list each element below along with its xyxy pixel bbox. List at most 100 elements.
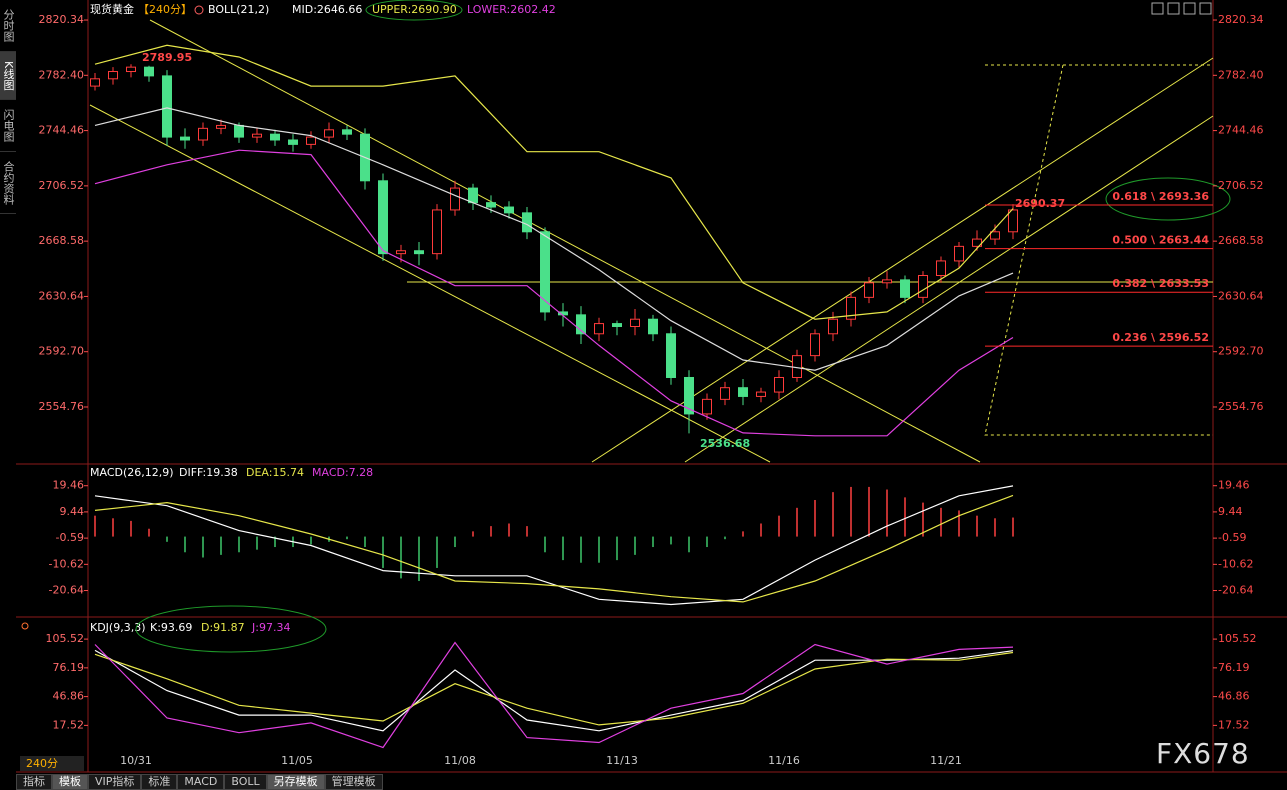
macd-diff: DIFF:19.38	[179, 466, 238, 479]
y-tick-label: 19.46	[53, 479, 85, 492]
indicator: BOLL(21,2)	[208, 3, 269, 16]
x-tick-label: 11/05	[281, 754, 313, 767]
settings-icon[interactable]	[21, 622, 29, 630]
candle-body	[1008, 209, 1018, 233]
candle-body	[216, 124, 226, 129]
y-tick-label: 2782.40	[1218, 68, 1264, 81]
candle-body	[450, 187, 460, 211]
y-tick-label: -0.59	[1218, 531, 1246, 544]
toolbar-tab[interactable]: 标准	[141, 774, 178, 790]
candle-body	[666, 333, 676, 378]
candle-body	[882, 279, 892, 284]
toolbar-tab[interactable]: BOLL	[224, 774, 267, 790]
upper-line	[94, 44, 1014, 320]
candle-body	[234, 124, 244, 138]
trend-line	[149, 19, 981, 463]
kdj-d: D:91.87	[201, 621, 245, 634]
y-tick-label: 105.52	[46, 632, 85, 645]
candle-body	[324, 129, 334, 138]
window-button[interactable]	[1167, 2, 1180, 15]
candle-body	[486, 202, 496, 208]
highlight-ellipse	[365, 0, 463, 21]
candle-body	[126, 66, 136, 73]
fib-label: 0.382 \ 2633.53	[1112, 277, 1209, 290]
y-tick-label: 105.52	[1218, 632, 1257, 645]
y-tick-label: 2630.64	[39, 289, 85, 302]
y-tick-label: 2668.58	[1218, 234, 1264, 247]
kdj-j: J:97.34	[251, 621, 290, 634]
toolbar-tab[interactable]: MACD	[177, 774, 225, 790]
period-selector[interactable]: 240分	[20, 756, 84, 771]
toolbar-tab[interactable]: VIP指标	[88, 774, 142, 790]
candle-body	[612, 323, 622, 327]
toolbar-tab[interactable]: 指标	[16, 774, 52, 790]
trend-line	[591, 57, 1214, 463]
candle-body	[288, 139, 298, 145]
high-label: 2789.95	[142, 51, 192, 64]
candle-body	[702, 398, 712, 415]
fib-label: 0.236 \ 2596.52	[1112, 331, 1209, 344]
kdj-name: KDJ(9,3,3)	[90, 621, 146, 634]
fib-label: 0.500 \ 2663.44	[1112, 234, 1209, 247]
sidebar-tab[interactable]: K线图	[0, 52, 16, 100]
candle-body	[576, 314, 586, 335]
candle-body	[342, 129, 352, 135]
candle-body	[720, 387, 730, 400]
window-button[interactable]	[1183, 2, 1196, 15]
y-tick-label: 19.46	[1218, 479, 1250, 492]
d-line	[94, 651, 1014, 726]
candle-body	[594, 323, 604, 335]
candle-body	[468, 187, 478, 204]
toolbar-tab[interactable]: 管理模板	[324, 774, 383, 790]
candle-body	[162, 75, 172, 138]
y-tick-label: 46.86	[53, 690, 85, 703]
y-tick-label: 2820.34	[1218, 13, 1264, 26]
toggle-icon[interactable]	[194, 5, 204, 15]
y-tick-label: -10.62	[1218, 557, 1253, 570]
sidebar-tab[interactable]: 闪电图	[0, 100, 16, 152]
toolbar-tab[interactable]: 另存模板	[266, 774, 325, 790]
x-tick-label: 11/08	[444, 754, 476, 767]
candle-body	[432, 209, 442, 255]
last-label: 2690.37	[1015, 197, 1065, 210]
y-tick-label: 2554.76	[1218, 400, 1264, 413]
kdj-k: K:93.69	[150, 621, 192, 634]
candle-body	[396, 250, 406, 255]
window-button[interactable]	[1199, 2, 1212, 15]
candle-body	[108, 71, 118, 80]
candle-body	[648, 318, 658, 335]
logo: FX678	[1156, 737, 1250, 770]
sidebar-tab[interactable]: 合约资料	[0, 152, 16, 214]
macd-name: MACD(26,12,9)	[90, 466, 174, 479]
y-tick-label: 2782.40	[39, 68, 85, 81]
candle-body	[180, 136, 190, 141]
x-tick-label: 11/16	[768, 754, 800, 767]
sidebar-tab[interactable]: 分时图	[0, 0, 16, 52]
y-tick-label: 17.52	[53, 718, 85, 731]
candle-body	[792, 355, 802, 378]
candle-body	[918, 275, 928, 298]
y-tick-label: 46.86	[1218, 690, 1250, 703]
candle-body	[756, 391, 766, 397]
dea-line	[94, 494, 1014, 603]
candle-body	[684, 376, 694, 415]
k-line	[94, 649, 1014, 732]
highlight-ellipse	[1105, 177, 1231, 221]
boll-mid: MID:2646.66	[292, 3, 362, 16]
window-button[interactable]	[1151, 2, 1164, 15]
diff-line	[94, 485, 1014, 606]
y-tick-label: 2744.46	[1218, 124, 1264, 137]
j-line	[94, 641, 1014, 749]
candle-body	[810, 333, 820, 357]
toolbar-tab[interactable]: 模板	[52, 774, 88, 790]
y-tick-label: 9.44	[60, 505, 85, 518]
y-tick-label: -20.64	[1218, 584, 1253, 597]
candle-body	[936, 260, 946, 277]
mid-line	[94, 107, 1014, 371]
window-controls	[1151, 2, 1212, 15]
y-tick-label: 2706.52	[1218, 179, 1264, 192]
boll-upper: UPPER:2690.90	[372, 3, 457, 16]
candle-body	[738, 387, 748, 397]
trend-line	[684, 115, 1214, 463]
